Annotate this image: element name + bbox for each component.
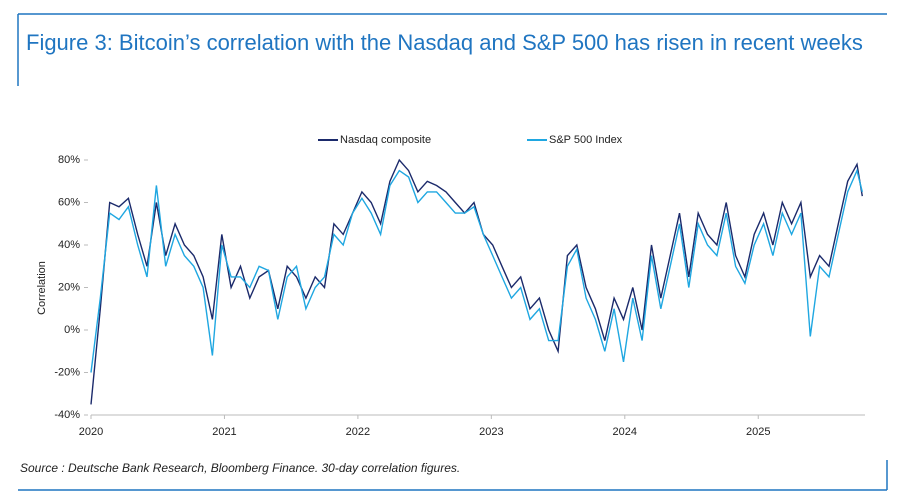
- y-tick-label: 60%: [58, 196, 80, 208]
- x-tick-label: 2023: [479, 426, 503, 438]
- source-note: Source : Deutsche Bank Research, Bloombe…: [20, 461, 461, 475]
- legend-label: S&P 500 Index: [549, 134, 623, 146]
- series-line: [90, 158, 863, 405]
- chart-title: Figure 3: Bitcoin’s correlation with the…: [26, 30, 863, 55]
- x-tick-label: 2024: [613, 426, 637, 438]
- y-tick-label: -40%: [54, 409, 80, 421]
- legend-label: Nasdaq composite: [340, 134, 431, 146]
- y-tick-label: -20%: [54, 366, 80, 378]
- y-tick-label: 40%: [58, 239, 80, 251]
- series-line: [90, 168, 863, 373]
- y-tick-label: 80%: [58, 154, 80, 166]
- x-tick-label: 2020: [79, 426, 103, 438]
- y-axis-label: Correlation: [36, 261, 48, 315]
- x-tick-label: 2021: [212, 426, 236, 438]
- x-tick-label: 2022: [346, 426, 370, 438]
- y-tick-label: 0%: [64, 324, 80, 336]
- x-tick-label: 2025: [746, 426, 770, 438]
- y-tick-label: 20%: [58, 281, 80, 293]
